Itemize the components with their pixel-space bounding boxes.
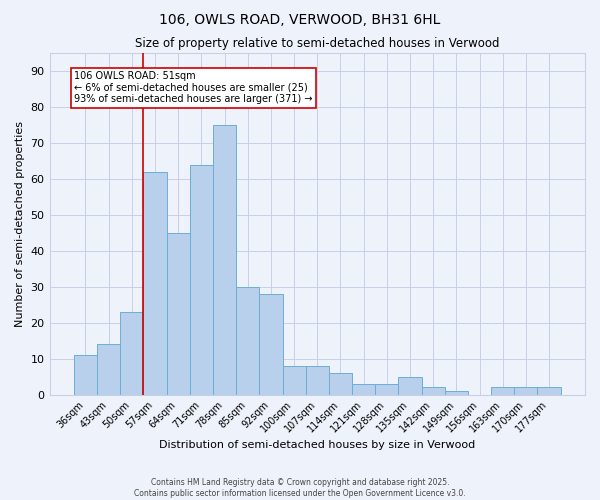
Text: 106 OWLS ROAD: 51sqm
← 6% of semi-detached houses are smaller (25)
93% of semi-d: 106 OWLS ROAD: 51sqm ← 6% of semi-detach… [74, 71, 313, 104]
Bar [213, 125, 236, 394]
Bar [190, 164, 213, 394]
Bar [491, 388, 514, 394]
Text: Contains HM Land Registry data © Crown copyright and database right 2025.
Contai: Contains HM Land Registry data © Crown c… [134, 478, 466, 498]
Bar [120, 312, 143, 394]
Text: 106, OWLS ROAD, VERWOOD, BH31 6HL: 106, OWLS ROAD, VERWOOD, BH31 6HL [160, 12, 440, 26]
Bar [398, 376, 422, 394]
Bar [538, 388, 560, 394]
Bar [283, 366, 305, 394]
Bar [143, 172, 167, 394]
Bar [329, 373, 352, 394]
Bar [305, 366, 329, 394]
Bar [236, 287, 259, 395]
X-axis label: Distribution of semi-detached houses by size in Verwood: Distribution of semi-detached houses by … [159, 440, 475, 450]
Bar [259, 294, 283, 394]
Bar [74, 355, 97, 395]
Bar [445, 391, 468, 394]
Bar [97, 344, 120, 395]
Y-axis label: Number of semi-detached properties: Number of semi-detached properties [15, 121, 25, 327]
Title: Size of property relative to semi-detached houses in Verwood: Size of property relative to semi-detach… [135, 38, 500, 51]
Bar [422, 388, 445, 394]
Bar [514, 388, 538, 394]
Bar [352, 384, 375, 394]
Bar [375, 384, 398, 394]
Bar [167, 233, 190, 394]
